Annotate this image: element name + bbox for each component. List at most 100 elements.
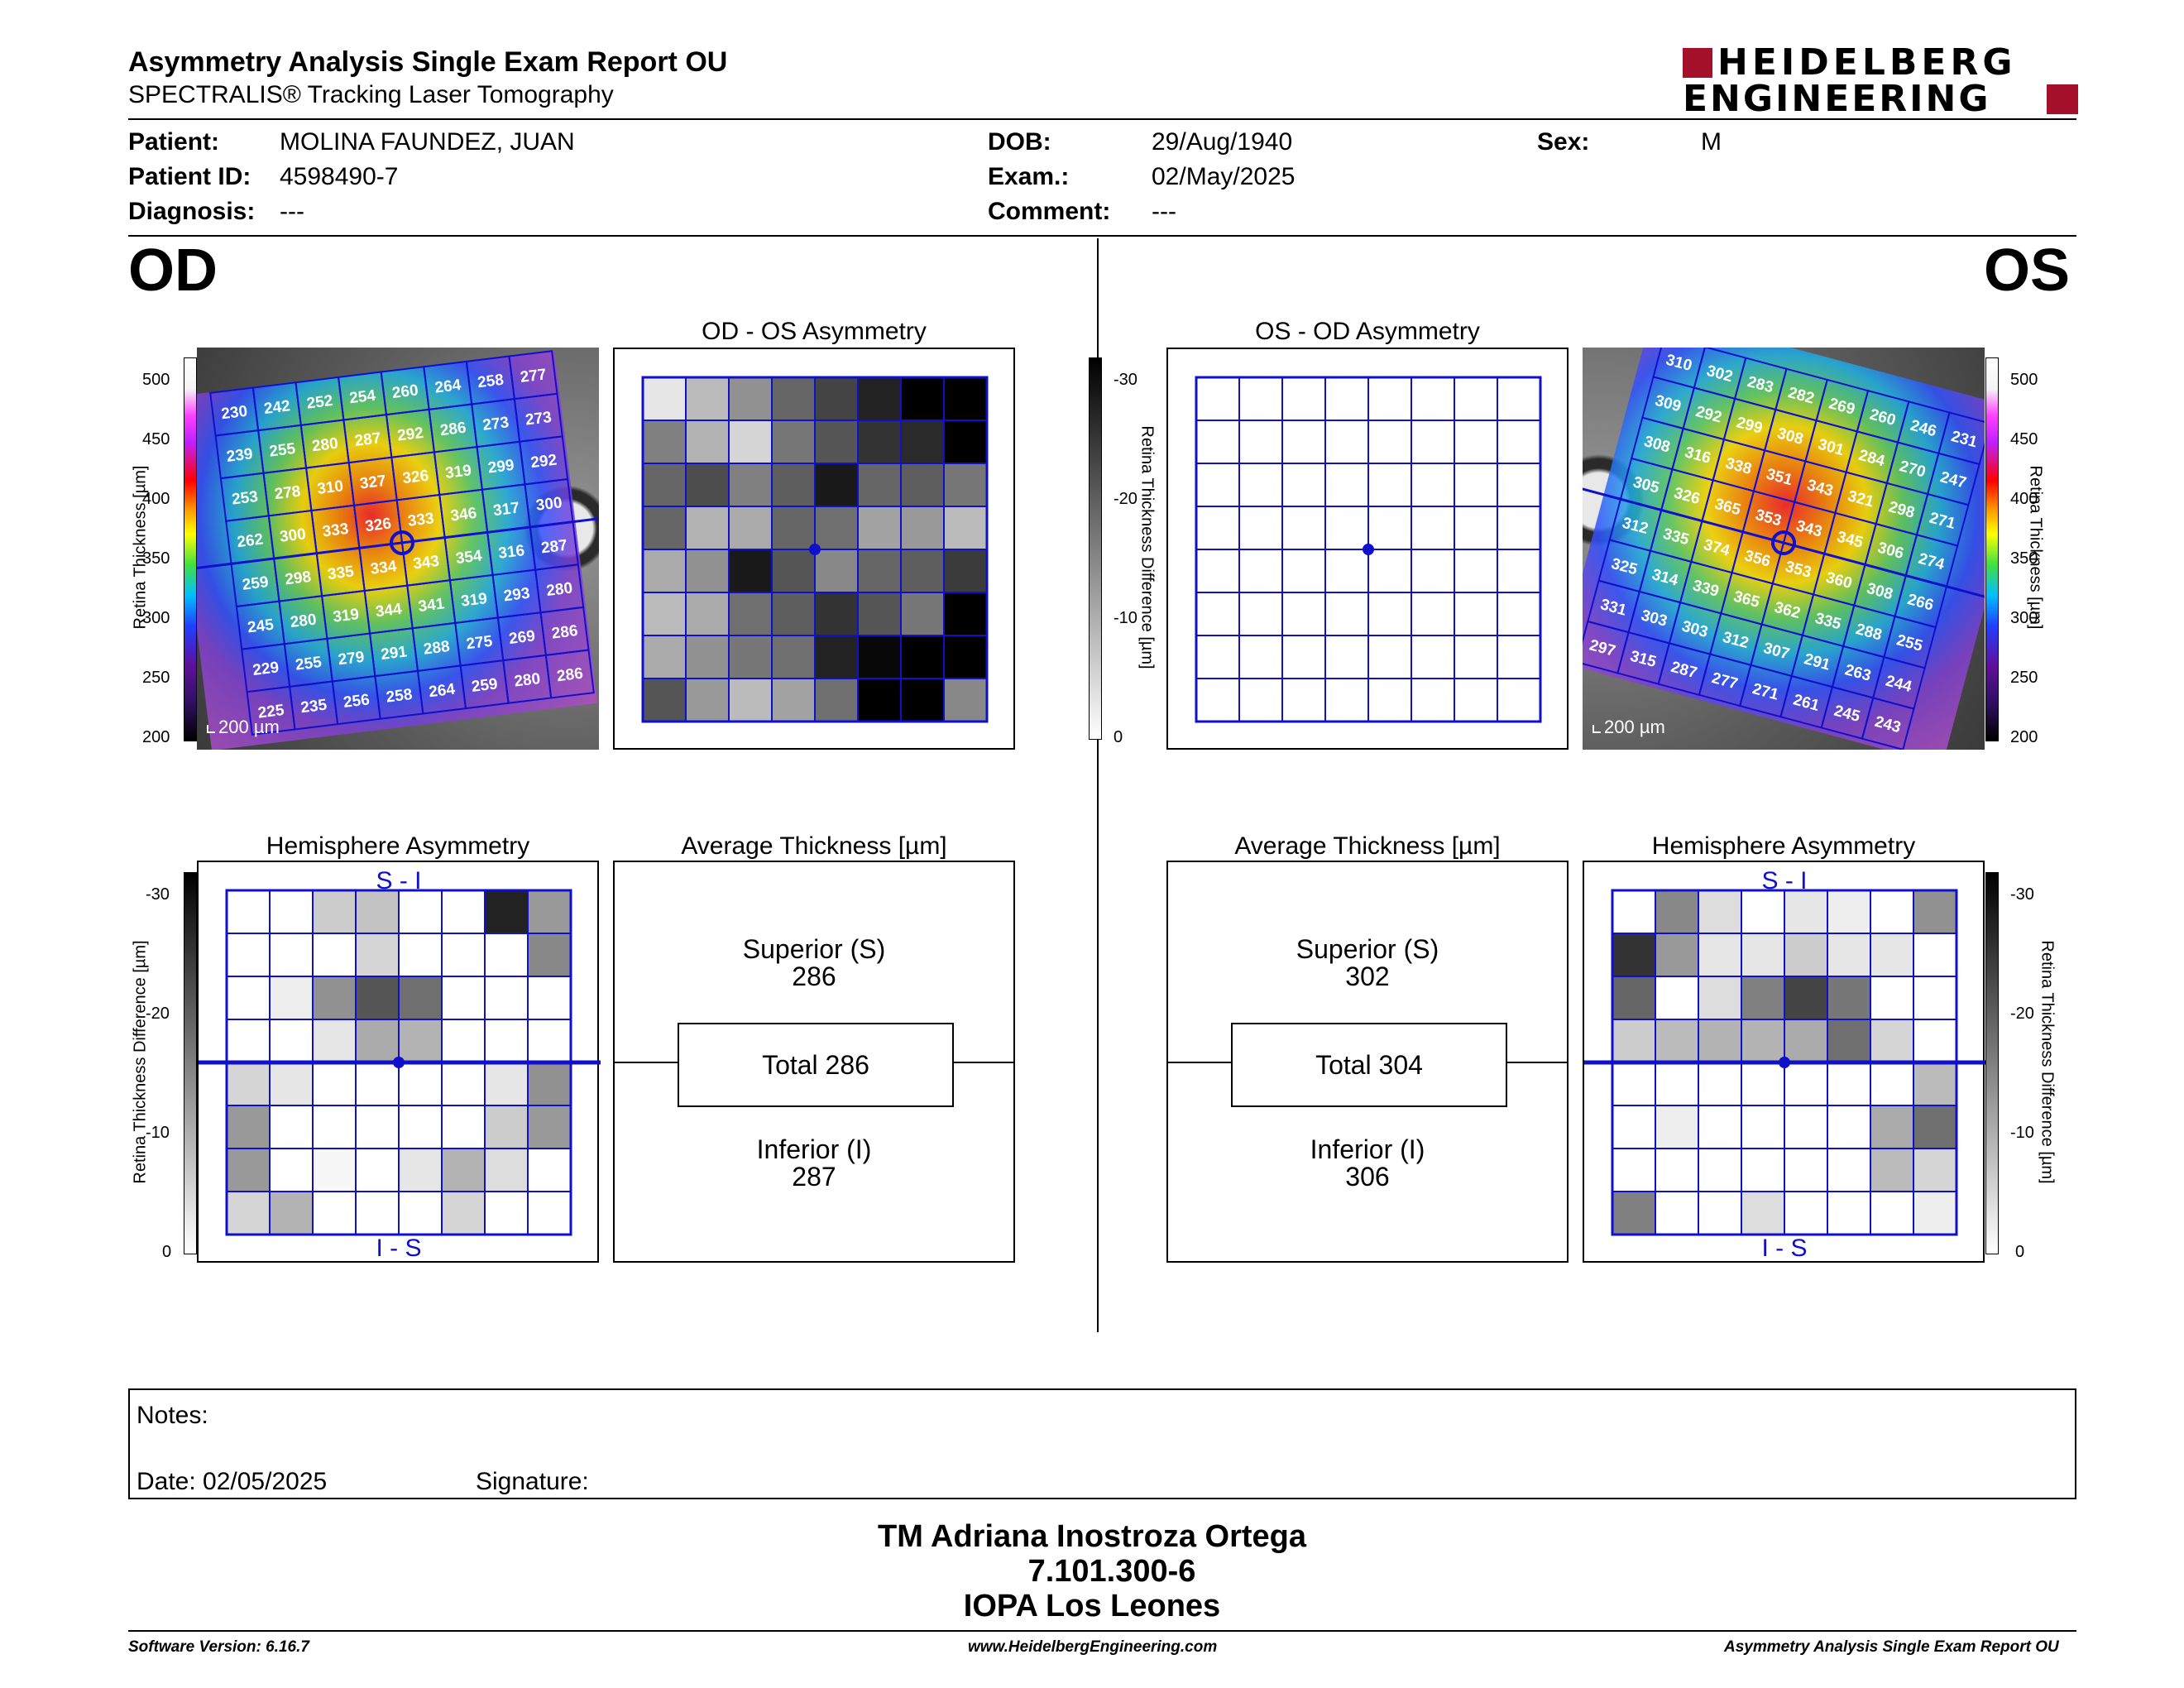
patient-id-label: Patient ID:: [128, 163, 251, 190]
grid-cell: [269, 890, 314, 934]
grid-cell: [943, 463, 988, 507]
grid-cell: [685, 506, 730, 550]
thickness-value: 365: [1731, 587, 1761, 611]
superior-inferior-label: S - I: [376, 867, 421, 894]
logo-text-bottom: ENGINEERING: [1683, 78, 1991, 120]
thickness-value: 259: [242, 573, 270, 594]
grid-cell: [943, 376, 988, 421]
grid-cell: [1655, 1148, 1699, 1192]
grid-cell: [857, 376, 902, 421]
grid-cell: [943, 678, 988, 722]
thickness-value: 331: [1598, 596, 1628, 620]
thickness-value: 299: [1735, 414, 1765, 437]
thickness-value: 247: [1938, 468, 1968, 492]
thickness-value: 243: [1873, 713, 1903, 736]
grid-cell: [728, 506, 773, 550]
thickness-value: 351: [1765, 466, 1794, 490]
grid-cell: [685, 635, 730, 679]
thickness-value: 316: [1683, 444, 1712, 467]
grid-cell: [1324, 549, 1369, 593]
grid-cell: [857, 678, 902, 722]
grid-cell: [771, 376, 816, 421]
logo-text-top: HEIDELBERG: [1717, 41, 2017, 84]
thickness-value: 273: [481, 414, 510, 434]
grid-cell: [1454, 420, 1498, 464]
grid-cell: [642, 376, 687, 421]
od-hemi-colorbar: [184, 872, 197, 1254]
thickness-value: 255: [268, 440, 296, 461]
grid-cell: [1655, 1191, 1699, 1235]
grid-cell: [269, 1191, 314, 1235]
notes-label: Notes:: [136, 1402, 208, 1429]
grid-cell: [728, 635, 773, 679]
od-thick-tick: 300: [142, 609, 170, 627]
od-thick-tick: 400: [142, 490, 170, 508]
grid-cell: [685, 592, 730, 636]
logo-red-square-bottom: [2047, 84, 2078, 114]
grid-cell: [1913, 1148, 1957, 1192]
grid-cell: [1195, 678, 1240, 722]
scale-bar-corner-icon: [207, 725, 215, 733]
grid-cell: [1913, 890, 1957, 934]
grid-cell: [355, 1062, 400, 1106]
thickness-value: 269: [1827, 395, 1856, 418]
thickness-value: 271: [1751, 680, 1780, 704]
diagnosis-value: ---: [280, 198, 304, 225]
thickness-value: 273: [524, 409, 553, 429]
grid-cell: [1367, 420, 1412, 464]
grid-cell: [398, 1062, 443, 1106]
grid-cell: [1367, 678, 1412, 722]
grid-cell: [685, 549, 730, 593]
os-thickness-axis-label: Retina Thickness [µm]: [2026, 465, 2045, 630]
grid-cell: [1784, 1191, 1828, 1235]
dob-value: 29/Aug/1940: [1152, 128, 1293, 156]
thickness-value: 302: [1705, 362, 1735, 386]
thickness-value: 310: [1664, 352, 1693, 375]
grid-cell: [1238, 420, 1283, 464]
thickness-value: 291: [1802, 650, 1832, 674]
od-heading: OD: [128, 237, 218, 304]
thickness-value: 306: [1875, 539, 1905, 563]
thickness-value: 335: [327, 563, 355, 583]
thickness-value: 314: [1650, 566, 1680, 590]
thickness-value: 321: [1846, 487, 1875, 511]
thickness-value: 307: [1761, 640, 1791, 663]
grid-cell: [1741, 1191, 1785, 1235]
horizontal-axis-line: [197, 514, 599, 572]
website: www.HeidelbergEngineering.com: [968, 1638, 1218, 1656]
notes-signature-label: Signature:: [476, 1468, 589, 1495]
thickness-value: 309: [1653, 392, 1683, 415]
od-total-box: Total 286: [678, 1023, 954, 1107]
thickness-value: 246: [1909, 417, 1938, 440]
thickness-value: 266: [1905, 591, 1935, 614]
grid-cell: [1454, 463, 1498, 507]
grid-cell: [269, 976, 314, 1020]
grid-cell: [1827, 1062, 1871, 1106]
thickness-value: 253: [231, 488, 259, 509]
os-thick-tick: 500: [2010, 371, 2038, 389]
grid-cell: [1238, 635, 1283, 679]
exam-value: 02/May/2025: [1152, 163, 1296, 190]
thickness-value: 283: [1746, 373, 1775, 396]
grid-cell: [1410, 506, 1455, 550]
os-heading: OS: [1984, 237, 2071, 304]
thickness-value: 280: [311, 435, 339, 456]
thickness-value: 300: [279, 525, 307, 546]
grid-cell: [1698, 1148, 1742, 1192]
od-hemi-tick: -10: [146, 1124, 170, 1142]
grid-cell: [1870, 1191, 1914, 1235]
grid-cell: [269, 1019, 314, 1063]
grid-cell: [1827, 933, 1871, 977]
grid-cell: [1238, 463, 1283, 507]
grid-border: [641, 376, 989, 723]
thickness-value: 293: [503, 585, 531, 606]
grid-cell: [728, 376, 773, 421]
grid-cell: [1827, 976, 1871, 1020]
grid-cell: [1913, 1062, 1957, 1106]
grid-cell: [1612, 890, 1656, 934]
grid-cell: [900, 506, 945, 550]
fovea-center-marker: [809, 544, 821, 555]
od-average-panel: Superior (S) 286 Total 286 Inferior (I) …: [613, 861, 1015, 1263]
grid-cell: [355, 1191, 400, 1235]
grid-cell: [857, 506, 902, 550]
